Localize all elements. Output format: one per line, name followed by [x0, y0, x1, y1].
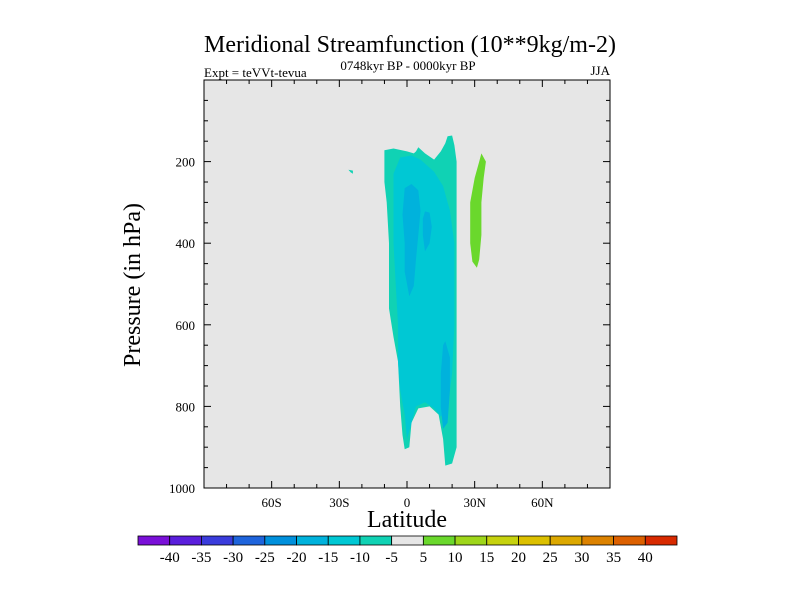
y-tick-label: 200 — [176, 155, 196, 170]
colorbar-swatch — [613, 535, 646, 546]
colorbar-swatch — [486, 535, 519, 546]
contour-region-4 — [422, 211, 432, 252]
colorbar-label: -25 — [255, 550, 275, 566]
contour-region-5 — [440, 341, 450, 429]
colorbar-swatch — [201, 535, 234, 546]
x-tick-label: 30S — [329, 495, 349, 510]
contour-region-1 — [348, 169, 353, 174]
colorbar-label: -30 — [223, 550, 243, 566]
colorbar-swatch — [137, 535, 171, 546]
y-axis-ticks: 200 400 600 800 1000 — [169, 79, 610, 496]
colorbar-label: 25 — [543, 550, 558, 566]
y-tick-label: 800 — [176, 399, 196, 414]
colorbar-swatch — [327, 535, 361, 546]
y-tick-label: 600 — [176, 318, 196, 333]
experiment-label: Expt = teVVt-tevua — [204, 65, 307, 80]
colorbar-swatch — [169, 535, 202, 546]
colorbar-label: 10 — [448, 550, 463, 566]
contour-region-3 — [402, 184, 421, 297]
time-range-label: 0748kyr BP - 0000kyr BP — [340, 58, 475, 73]
colorbar: -40 -35 -30 -25 -20 -15 -10 -5 5 10 15 20 25 30 35 40 — [137, 535, 678, 566]
colorbar-label: 20 — [511, 550, 526, 566]
colorbar-swatch — [549, 535, 583, 546]
colorbar-swatch — [232, 535, 266, 546]
y-tick-label: 400 — [176, 236, 196, 251]
plot-area: 60S 30S 0 30N 60N 200 400 600 800 1000 — [169, 79, 611, 510]
x-axis-ticks: 60S 30S 0 30N 60N — [203, 80, 611, 510]
colorbar-label: -20 — [287, 550, 307, 566]
chart-title: Meridional Streamfunction (10**9kg/m-2) — [204, 32, 616, 58]
x-axis-label: Latitude — [367, 507, 447, 533]
season-label: JJA — [590, 63, 610, 78]
colorbar-label: 35 — [606, 550, 621, 566]
colorbar-label: 30 — [574, 550, 589, 566]
x-tick-label: 60N — [531, 495, 554, 510]
colorbar-swatch — [296, 535, 329, 546]
x-tick-label: 60S — [262, 495, 282, 510]
colorbar-swatch — [359, 535, 393, 546]
colorbar-label: -35 — [191, 550, 211, 566]
colorbar-label: 5 — [420, 550, 428, 566]
x-tick-label: 30N — [463, 495, 486, 510]
x-tick-label: 0 — [404, 495, 411, 510]
contour-region-6 — [470, 153, 486, 268]
colorbar-label: -40 — [160, 550, 180, 566]
colorbar-label: -10 — [350, 550, 370, 566]
colorbar-label: 15 — [479, 550, 494, 566]
colorbar-swatch — [454, 535, 488, 546]
colorbar-swatch — [581, 535, 614, 546]
colorbar-label: 40 — [638, 550, 653, 566]
colorbar-swatch — [264, 535, 297, 546]
colorbar-swatch — [644, 535, 678, 546]
colorbar-swatch — [391, 535, 424, 546]
contour-regions — [348, 135, 486, 466]
colorbar-swatch — [422, 535, 456, 546]
y-axis-label: Pressure (in hPa) — [120, 203, 146, 367]
colorbar-label: -15 — [318, 550, 338, 566]
colorbar-label: -5 — [385, 550, 398, 566]
y-tick-label: 1000 — [169, 481, 195, 496]
colorbar-swatch — [518, 535, 551, 546]
